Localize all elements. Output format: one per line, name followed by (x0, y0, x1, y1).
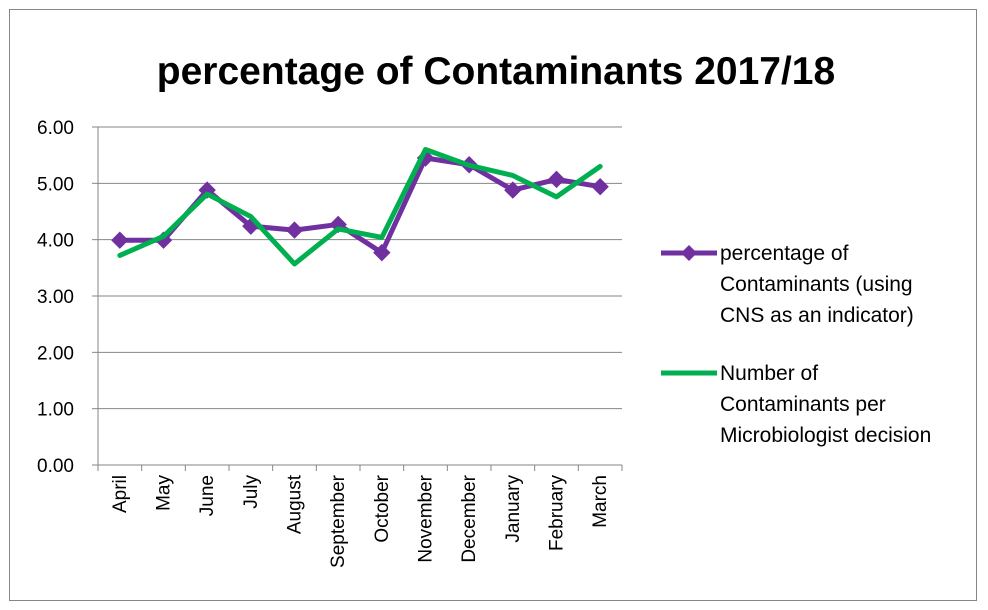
legend-label: Contaminants per (720, 393, 886, 416)
axes (92, 126, 623, 471)
x-tick-label: April (110, 475, 131, 513)
data-point-marker (591, 178, 609, 196)
chart-title: percentage of Contaminants 2017/18 (157, 50, 835, 93)
data-point-marker (504, 181, 522, 199)
series-line (117, 147, 603, 267)
series-line (117, 155, 603, 256)
y-tick-label: 5.00 (37, 174, 74, 195)
y-tick-label: 0.00 (37, 456, 74, 477)
y-tick-label: 1.00 (37, 400, 74, 421)
legend-marker (681, 245, 697, 261)
data-point-marker (111, 231, 129, 249)
legend-label: Microbiologist decision (720, 424, 931, 447)
legend-label: Contaminants (using (720, 273, 913, 296)
y-tick-label: 4.00 (37, 231, 74, 252)
series-lines (111, 147, 609, 267)
chart-svg: percentage of Contaminants 2017/18 0.00 1… (37, 50, 931, 568)
x-tick-label: November (416, 474, 437, 562)
data-point-marker (373, 243, 391, 262)
x-tick-label: July (241, 475, 262, 509)
x-tick-label: December (459, 474, 480, 562)
legend-label: Number of (720, 362, 818, 385)
gridlines (98, 126, 622, 410)
data-point-marker (547, 170, 566, 189)
x-tick-label: March (590, 475, 611, 528)
x-tick-label: August (285, 474, 306, 534)
x-tick-label: June (197, 475, 218, 516)
chart-area: percentage of Contaminants 2017/18 0.00 1… (9, 9, 977, 601)
x-tick-labels: April May June July August September October No… (110, 474, 611, 568)
legend: percentage of Contaminants (using CNS as a… (661, 242, 931, 447)
x-tick-label: September (328, 474, 349, 568)
legend-label: CNS as an indicator) (720, 304, 914, 327)
y-tick-labels: 0.00 1.00 2.00 3.00 4.00 5.00 6.00 (37, 118, 74, 477)
legend-label: percentage of (720, 242, 849, 265)
data-point-marker (285, 221, 304, 239)
x-tick-label: January (503, 475, 524, 543)
x-tick-label: May (154, 475, 175, 511)
y-tick-label: 3.00 (37, 287, 74, 308)
x-tick-label: October (372, 474, 393, 542)
y-tick-label: 6.00 (37, 118, 74, 139)
x-tick-label: February (547, 475, 568, 552)
y-tick-label: 2.00 (37, 343, 74, 364)
